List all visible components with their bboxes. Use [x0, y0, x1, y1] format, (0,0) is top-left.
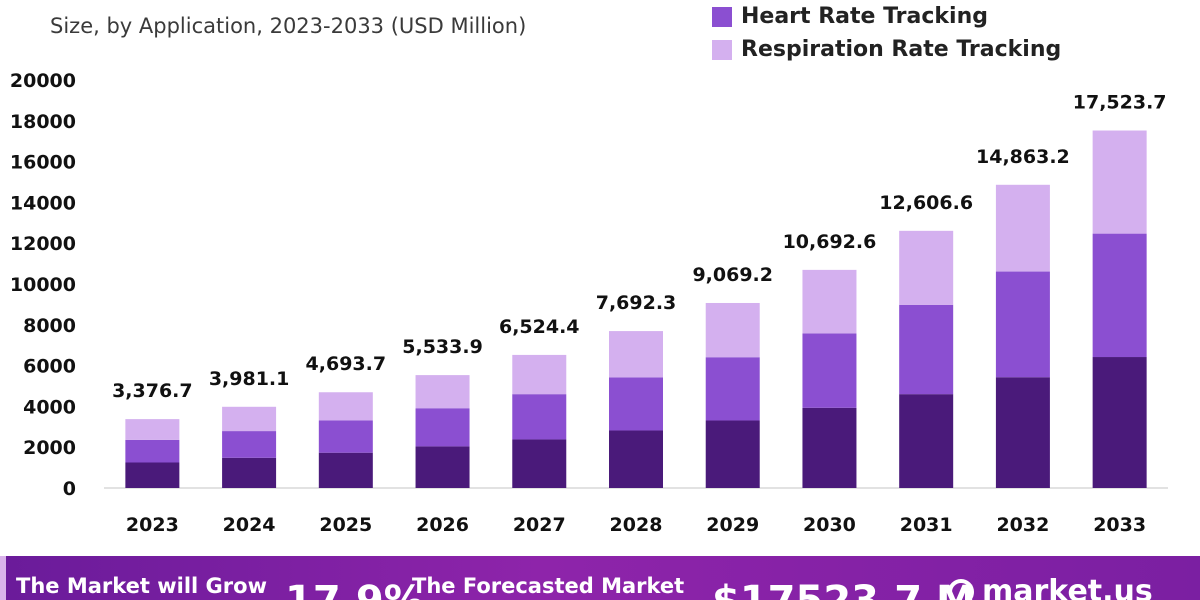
bar-segment — [1092, 130, 1147, 234]
y-tick-label: 6000 — [23, 356, 76, 378]
bar-total-label: 6,524.4 — [499, 316, 580, 338]
legend-swatch-respiration-rate — [712, 39, 732, 60]
stacked-bar-chart: 0 2000 4000 6000 8000 10000 12000 14000 16000 180… — [10, 70, 1168, 536]
bar-segment — [125, 419, 180, 440]
legend-swatch-heart-rate — [712, 6, 732, 27]
bar-segment — [222, 431, 277, 458]
bar-segment — [609, 331, 663, 378]
x-tick-label: 2024 — [223, 514, 276, 536]
bar-segment — [415, 408, 470, 447]
footer-cagr-value: 17.9% — [285, 578, 424, 600]
legend: Heart Rate Tracking Respiration Rate Tra… — [712, 0, 1061, 66]
x-tick-label: 2029 — [706, 514, 759, 536]
y-tick-label: 0 — [63, 478, 76, 500]
bar-segment — [609, 377, 663, 431]
bar-segment — [995, 271, 1050, 378]
y-tick-label: 18000 — [10, 111, 76, 133]
bar-total-label: 4,693.7 — [306, 353, 387, 375]
bar-segment — [125, 462, 180, 488]
bar-total-label: 14,863.2 — [976, 146, 1070, 168]
bar-segment — [705, 357, 760, 421]
bar-segment — [512, 354, 567, 395]
footer-forecast-text: The Forecasted Market — [412, 574, 685, 598]
x-tick-label: 2023 — [126, 514, 179, 536]
y-tick-label: 16000 — [10, 152, 76, 174]
x-tick-label: 2026 — [416, 514, 469, 536]
brand-text: market.us — [982, 574, 1153, 600]
bar-segment — [1092, 233, 1147, 358]
brand-logo: market.us — [948, 574, 1153, 600]
x-tick-label: 2031 — [900, 514, 953, 536]
bar-segment — [899, 394, 954, 488]
bar-segment — [995, 377, 1050, 488]
legend-label-heart-rate: Heart Rate Tracking — [741, 4, 988, 29]
x-tick-label: 2033 — [1093, 514, 1146, 536]
bar-total-label: 17,523.7 — [1073, 92, 1167, 114]
bar-total-label: 7,692.3 — [596, 292, 677, 314]
x-tick-label: 2025 — [319, 514, 372, 536]
bar-segment — [802, 333, 857, 408]
bar-total-label: 3,981.1 — [209, 368, 290, 390]
bar-segment — [802, 407, 857, 488]
bar-segment — [318, 392, 373, 421]
bar-segment — [705, 420, 760, 488]
bar-segment — [318, 420, 373, 453]
bar-segment — [125, 439, 180, 463]
bar-segment — [318, 452, 373, 488]
chart-subtitle: Size, by Application, 2023-2033 (USD Mil… — [50, 14, 527, 38]
y-tick-label: 12000 — [10, 233, 76, 255]
bar-segment — [609, 430, 663, 488]
bar-segment — [222, 457, 277, 488]
y-tick-label: 8000 — [23, 315, 76, 337]
brand-icon — [948, 578, 974, 600]
footer-banner: The Market will Grow 17.9% The Forecaste… — [0, 556, 1200, 600]
y-tick-label: 10000 — [10, 274, 76, 296]
footer-forecast-value: $17523.7 M — [712, 578, 976, 600]
bar-segment — [222, 406, 277, 432]
legend-item-respiration-rate: Respiration Rate Tracking — [712, 33, 1061, 66]
bar-segment — [899, 230, 954, 305]
bar-segment — [512, 439, 567, 488]
bar-segment — [802, 269, 857, 334]
footer-grow-text: The Market will Grow — [16, 574, 267, 598]
bar-total-label: 5,533.9 — [402, 336, 483, 358]
bar-total-label: 9,069.2 — [692, 264, 773, 286]
bar-segment — [899, 304, 954, 395]
x-tick-label: 2032 — [996, 514, 1049, 536]
footer-accent — [0, 556, 6, 600]
y-tick-label: 2000 — [23, 437, 76, 459]
bar-segment — [415, 375, 470, 409]
y-tick-label: 20000 — [10, 70, 76, 92]
bar-total-label: 12,606.6 — [879, 192, 973, 214]
bar-total-label: 3,376.7 — [112, 380, 193, 402]
bar-total-label: 10,692.6 — [783, 231, 877, 253]
legend-label-respiration-rate: Respiration Rate Tracking — [741, 37, 1062, 62]
bar-segment — [705, 302, 760, 358]
bar-segment — [995, 184, 1050, 272]
bar-segment — [1092, 357, 1147, 488]
x-tick-label: 2028 — [610, 514, 663, 536]
y-tick-label: 4000 — [23, 396, 76, 418]
y-tick-label: 14000 — [10, 192, 76, 214]
bar-segment — [512, 394, 567, 440]
x-tick-label: 2030 — [803, 514, 856, 536]
bar-segment — [415, 446, 470, 488]
x-tick-label: 2027 — [513, 514, 566, 536]
legend-item-heart-rate: Heart Rate Tracking — [712, 0, 1061, 33]
